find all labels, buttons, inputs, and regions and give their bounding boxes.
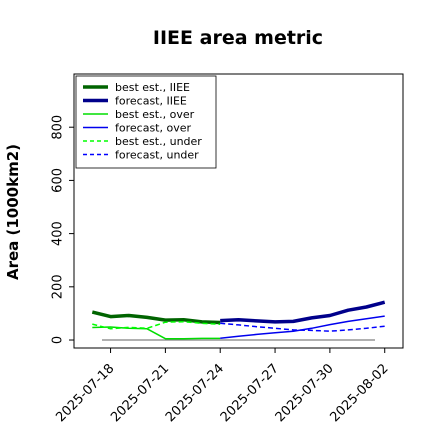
series-line-best-est-under — [92, 320, 221, 330]
y-tick-label: 0 — [51, 336, 66, 344]
y-axis-label: Area (1000km2) — [4, 144, 22, 280]
legend-label-best-est-over: best est., over — [115, 108, 195, 121]
x-tick-label: 2025-07-18 — [53, 361, 117, 425]
series-line-forecast-under — [220, 322, 385, 332]
legend-label-best-est-iiee: best est., IIEE — [115, 81, 190, 94]
x-tick-label: 2025-07-21 — [108, 361, 172, 425]
series-line-best-est-iiee — [91, 310, 221, 325]
legend-box — [75, 75, 217, 169]
legend-label-forecast-iiee: forecast, IIEE — [115, 95, 187, 108]
y-tick-label: 200 — [51, 274, 66, 299]
legend-label-best-est-under: best est., under — [115, 135, 202, 148]
series-line-forecast-iiee — [220, 300, 386, 324]
x-tick-label: 2025-08-02 — [328, 361, 392, 425]
x-tick-label: 2025-07-27 — [218, 361, 282, 425]
y-tick-label: 800 — [51, 115, 66, 140]
x-tick-label: 2025-07-24 — [163, 361, 227, 425]
y-tick-label: 600 — [51, 168, 66, 193]
chart-title: IIEE area metric — [153, 27, 323, 49]
legend-label-forecast-under: forecast, under — [115, 149, 199, 162]
x-tick-label: 2025-07-30 — [273, 361, 337, 425]
series-line-best-est-over — [92, 326, 221, 340]
y-tick-label: 400 — [51, 221, 66, 246]
legend-label-forecast-over: forecast, over — [115, 122, 191, 135]
